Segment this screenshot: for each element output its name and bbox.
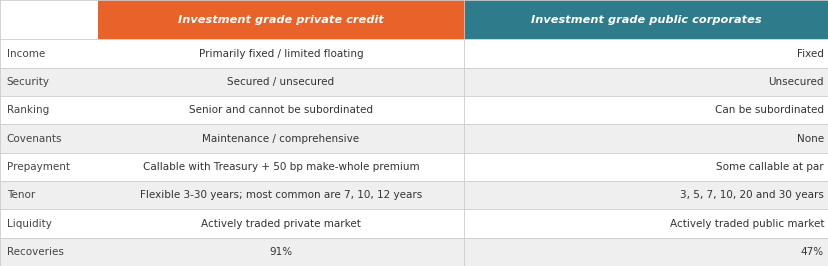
Text: Covenants: Covenants [7, 134, 62, 144]
Text: Callable with Treasury + 50 bp make-whole premium: Callable with Treasury + 50 bp make-whol… [142, 162, 419, 172]
Text: Investment grade private credit: Investment grade private credit [178, 15, 383, 25]
Text: Maintenance / comprehensive: Maintenance / comprehensive [202, 134, 359, 144]
Text: Ranking: Ranking [7, 105, 49, 115]
Text: Fixed: Fixed [797, 48, 823, 59]
Bar [0, 39, 828, 68]
Bar [464, 0, 828, 39]
Text: Income: Income [7, 48, 45, 59]
Text: Senior and cannot be subordinated: Senior and cannot be subordinated [189, 105, 373, 115]
Bar [98, 0, 464, 39]
Bar [0, 209, 828, 238]
Bar [0, 68, 828, 96]
Bar [0, 238, 828, 266]
Text: Secured / unsecured: Secured / unsecured [227, 77, 335, 87]
Text: 3, 5, 7, 10, 20 and 30 years: 3, 5, 7, 10, 20 and 30 years [679, 190, 823, 200]
Text: Tenor: Tenor [7, 190, 35, 200]
Text: Unsecured: Unsecured [768, 77, 823, 87]
Text: Primarily fixed / limited floating: Primarily fixed / limited floating [199, 48, 363, 59]
Text: Can be subordinated: Can be subordinated [715, 105, 823, 115]
Text: None: None [796, 134, 823, 144]
Text: Prepayment: Prepayment [7, 162, 70, 172]
Text: Security: Security [7, 77, 50, 87]
Text: 91%: 91% [269, 247, 292, 257]
Text: Investment grade public corporates: Investment grade public corporates [531, 15, 761, 25]
Text: Actively traded public market: Actively traded public market [669, 218, 823, 228]
Bar [0, 96, 828, 124]
Text: Liquidity: Liquidity [7, 218, 51, 228]
Text: Flexible 3-30 years; most common are 7, 10, 12 years: Flexible 3-30 years; most common are 7, … [140, 190, 421, 200]
Text: Recoveries: Recoveries [7, 247, 64, 257]
Bar [0, 153, 828, 181]
Text: 47%: 47% [800, 247, 823, 257]
Bar [0, 181, 828, 209]
Text: Some callable at par: Some callable at par [715, 162, 823, 172]
Bar [0, 124, 828, 153]
Text: Actively traded private market: Actively traded private market [201, 218, 360, 228]
